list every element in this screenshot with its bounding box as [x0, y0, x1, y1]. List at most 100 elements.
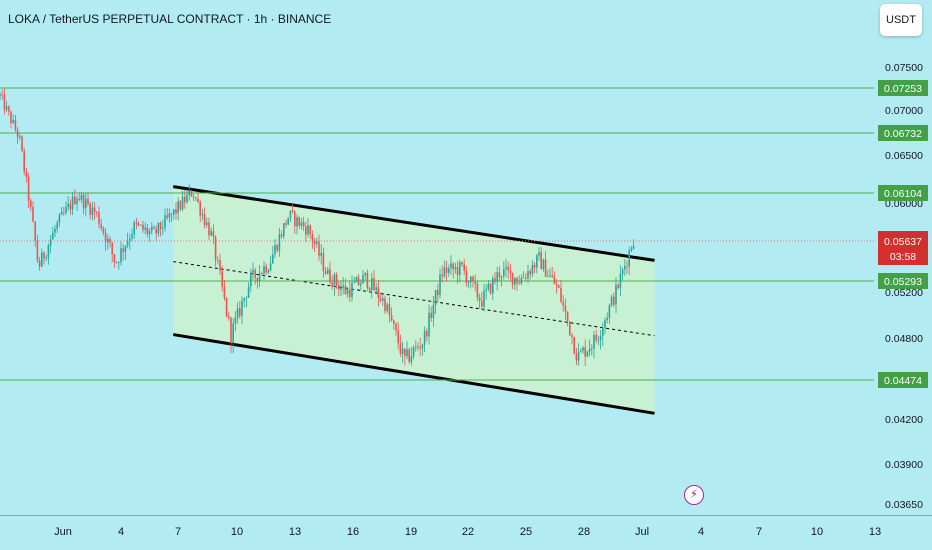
candle [239, 300, 241, 320]
candle-body [131, 234, 133, 239]
candle [412, 345, 415, 360]
candle [241, 296, 243, 325]
candle-body [98, 212, 100, 225]
candle [16, 127, 19, 144]
candle-body [157, 222, 160, 234]
candle-body [54, 228, 56, 233]
candle-body [177, 201, 179, 214]
price-axis[interactable]: 0.075000.070000.065000.060000.052000.048… [878, 62, 928, 511]
candle [140, 224, 142, 227]
candle-body [60, 212, 63, 215]
candle [276, 243, 278, 253]
candle [591, 344, 593, 356]
candle [60, 207, 63, 215]
candle [19, 133, 21, 141]
candle-body [456, 267, 459, 276]
candle [549, 267, 551, 278]
candle [291, 204, 294, 214]
candle-body [5, 106, 8, 110]
candle [129, 233, 131, 251]
candle-body [199, 201, 201, 216]
candle-body [234, 317, 237, 324]
candle-body [580, 350, 582, 352]
candle-body [302, 222, 305, 227]
candle [36, 234, 39, 263]
candle-body [511, 272, 514, 285]
candle-body [113, 254, 116, 263]
candle-body [483, 290, 485, 307]
candle [450, 255, 452, 275]
lightning-icon[interactable]: ⚡ [684, 485, 704, 505]
candle-body [107, 238, 109, 243]
currency-selector[interactable]: USDT [880, 4, 922, 36]
candle-body [142, 224, 144, 230]
candle-body [96, 212, 98, 213]
price-tick-label: 0.04800 [885, 333, 923, 345]
candle-body [126, 240, 129, 247]
candle [375, 283, 377, 295]
candle [439, 268, 441, 299]
chart-title: LOKA / TetherUS PERPETUAL CONTRACT · 1h … [8, 12, 332, 26]
candle-body [175, 209, 177, 214]
price-tick-label: 0.03650 [885, 499, 923, 511]
candle-body [34, 221, 36, 241]
candle-body [478, 297, 481, 301]
candle-body [522, 277, 525, 279]
candle-body [324, 271, 327, 274]
candle-body [93, 207, 96, 213]
candle-body [311, 234, 314, 242]
candle-body [368, 287, 371, 291]
candle [355, 275, 358, 283]
candle-body [100, 224, 102, 229]
candle-body [575, 353, 578, 361]
candle-body [252, 269, 254, 273]
candle [115, 261, 118, 264]
candle [85, 192, 87, 217]
level-badge [878, 185, 928, 201]
candle-body [274, 245, 276, 255]
candle-body [71, 196, 74, 210]
candle [265, 263, 267, 276]
candle-body [430, 312, 432, 318]
candle [12, 114, 14, 124]
candle-body [412, 347, 415, 357]
candle [71, 192, 74, 216]
candle-body [593, 334, 595, 349]
candle [166, 207, 168, 221]
candle-body [291, 210, 294, 212]
candle-body [239, 308, 241, 316]
candle [34, 220, 36, 248]
candle [76, 195, 78, 211]
candle-body [168, 213, 171, 218]
candle-body [67, 203, 69, 207]
candle-body [342, 285, 344, 288]
candle-body [355, 277, 358, 283]
candle [49, 234, 52, 254]
candle [104, 228, 107, 252]
candle-body [305, 226, 307, 235]
level-badge [878, 125, 928, 141]
candle [219, 253, 221, 276]
candle [496, 266, 498, 291]
candle-body [45, 257, 47, 259]
candle-body [582, 347, 584, 351]
candle [307, 218, 309, 238]
candle-body [120, 248, 122, 263]
candle-body [278, 234, 281, 251]
candle [514, 277, 516, 290]
candle [613, 292, 615, 308]
candle-body [615, 284, 617, 305]
candle [401, 341, 404, 363]
candle [267, 268, 270, 274]
level-badge [878, 372, 928, 388]
candle-body [82, 195, 85, 209]
candle [309, 224, 311, 239]
time-axis[interactable]: Jun 4 7 10 13 16 19 22 25 28 Jul 4 7 10 13 [0, 515, 932, 539]
candle [21, 135, 23, 153]
candle [619, 265, 622, 296]
time-tick-label: 7 [175, 526, 181, 538]
candle-body [608, 305, 611, 318]
candle-body [487, 283, 490, 290]
candle-body [628, 250, 630, 267]
